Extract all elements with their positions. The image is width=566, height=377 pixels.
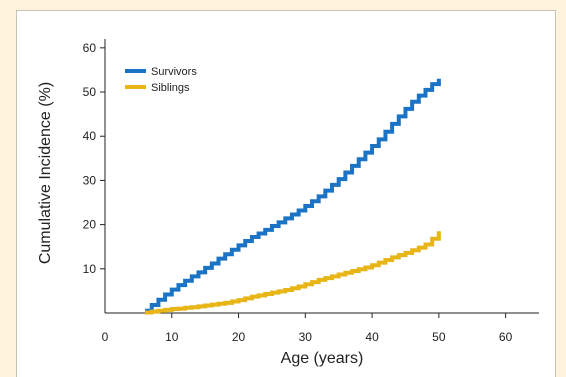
siblings-series-line [145,231,441,315]
y-tick-label: 50 [83,85,97,99]
x-tick-label: 30 [299,330,313,344]
y-tick-label: 30 [83,173,97,187]
y-tick-label: 60 [83,41,97,55]
x-tick-label: 40 [365,330,379,344]
y-tick-label: 40 [83,129,97,143]
x-tick-label: 50 [432,330,446,344]
y-axis-title: Cumulative Incidence (%) [37,82,54,264]
x-axis-title: Age (years) [281,350,364,367]
legend: Survivors Siblings [125,66,197,94]
legend-label-survivors: Survivors [151,66,197,78]
survivors-series-line [145,78,441,313]
chart-panel: 0 10 20 30 40 50 60 10 20 30 40 50 60 Survivors Sibli… [16,10,556,377]
ticks: 0 10 20 30 40 50 60 10 20 30 40 50 60 [83,41,513,344]
x-tick-label: 0 [102,330,109,344]
series-layer [145,78,441,315]
y-tick-label: 20 [83,218,97,232]
y-tick-label: 10 [83,262,97,276]
x-tick-label: 20 [232,330,246,344]
x-tick-label: 10 [165,330,179,344]
legend-label-siblings: Siblings [151,82,190,94]
axes [104,39,539,314]
cumulative-incidence-chart: 0 10 20 30 40 50 60 10 20 30 40 50 60 Survivors Sibli… [37,39,539,367]
x-tick-label: 60 [499,330,513,344]
